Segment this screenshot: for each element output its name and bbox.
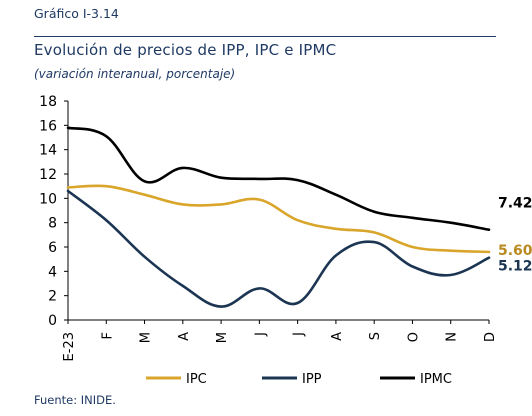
end-label-ipmc: 7.42 <box>498 196 532 212</box>
end-label-ipc: 5.60 <box>498 243 532 259</box>
chart-subtitle: (variación interanual, porcentaje) <box>34 67 236 81</box>
y-tick-label: 0 <box>48 313 57 329</box>
y-tick-label: 12 <box>39 167 57 183</box>
legend-label-ipc: IPC <box>186 372 207 387</box>
legend: IPC IPP IPMC <box>146 372 452 387</box>
x-tick-label: J <box>253 332 268 337</box>
y-tick-label: 6 <box>48 240 57 256</box>
y-tick-label: 16 <box>39 118 57 134</box>
x-tick-label: J <box>292 332 307 337</box>
x-tick-label: O <box>406 332 421 342</box>
x-tick-label: N <box>445 332 460 342</box>
y-tick-label: 18 <box>39 94 57 110</box>
title-rule <box>34 36 496 37</box>
x-tick-label: F <box>100 332 115 339</box>
end-label-ipp: 5.12 <box>498 259 532 275</box>
series-line-ipmc <box>66 126 491 231</box>
legend-label-ipmc: IPMC <box>420 372 452 387</box>
x-tick-label: M <box>215 332 230 343</box>
y-tick-label: 2 <box>48 289 57 305</box>
x-tick-label: A <box>177 332 192 341</box>
y-tick-label: 4 <box>48 264 57 280</box>
chart-title: Evolución de precios de IPP, IPC e IPMC <box>34 41 337 59</box>
x-tick-label: S <box>368 332 383 340</box>
x-tick-label: M <box>139 332 154 343</box>
legend-label-ipp: IPP <box>302 372 322 387</box>
y-tick-label: 8 <box>48 216 57 232</box>
chart-number: Gráfico I-3.14 <box>34 6 119 21</box>
x-tick-label: A <box>330 332 345 341</box>
series-line-ipp <box>66 189 491 308</box>
chart-source: Fuente: INIDE. <box>34 393 116 407</box>
y-tick-label: 10 <box>39 191 57 207</box>
x-tick-label: E-23 <box>62 332 77 361</box>
axes: 0 2 4 6 8 10 12 14 16 18 E-23 F M A M J J A S O N D <box>39 94 498 361</box>
end-value-labels: 5.605.12 7.42 <box>498 196 532 275</box>
series-lines <box>66 126 491 308</box>
x-tick-label: D <box>483 332 498 342</box>
y-tick-label: 14 <box>39 143 57 159</box>
series-line-ipc <box>66 184 491 254</box>
